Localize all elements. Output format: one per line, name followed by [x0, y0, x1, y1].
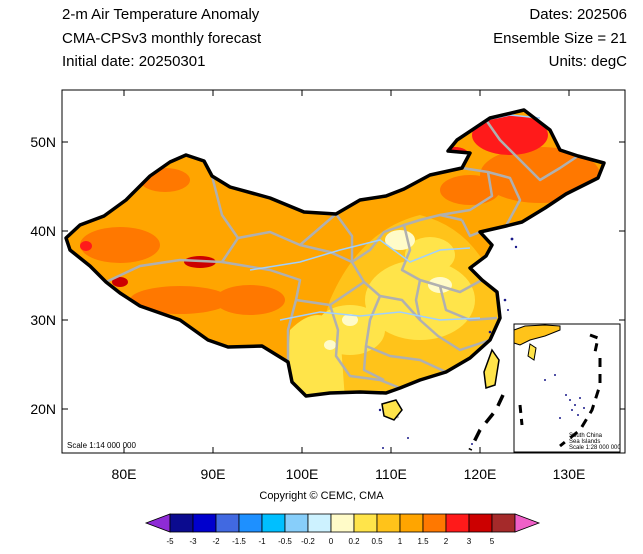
- inset-scale-label: Scale 1:28 000 000: [569, 445, 621, 451]
- lat-label-50n: 50N: [30, 134, 56, 150]
- lon-label-90e: 90E: [201, 466, 226, 482]
- colorbar-box: [422, 513, 447, 533]
- map-frame: [61, 89, 626, 454]
- colorbar-box: [215, 513, 240, 533]
- province-boundaries: [105, 119, 579, 419]
- colorbar-tick-label: 1.5: [417, 537, 429, 546]
- axis-ticks: [62, 90, 625, 453]
- colorbar-box: [192, 513, 217, 533]
- title-line-2: CMA-CPSv3 monthly forecast: [62, 30, 262, 47]
- colorbar-tick-label: -0.5: [278, 537, 292, 546]
- china-border: [64, 108, 606, 398]
- inset-label-line-1: South China: [569, 433, 603, 439]
- dates-label: Dates: 202506: [529, 6, 627, 23]
- colorbar-labels: -5 -3 -2 -1.5 -1 -0.5 -0.2 0 0.2 0.5 1 1.5 2 3 5: [166, 537, 494, 546]
- units-label: Units: degC: [548, 53, 627, 70]
- colorbar-tick-label: 3: [467, 537, 472, 546]
- colorbar-box: [284, 513, 309, 533]
- colorbar-tick-label: -2: [212, 537, 220, 546]
- colorbar-box: [445, 513, 470, 533]
- colorbar-box: [376, 513, 401, 533]
- title-line-1: 2-m Air Temperature Anomaly: [62, 6, 260, 23]
- colorbar-tick-label: 0.5: [371, 537, 383, 546]
- colorbar-box: [468, 513, 493, 533]
- colorbar-box: [307, 513, 332, 533]
- colorbar-box: [399, 513, 424, 533]
- lat-label-20n: 20N: [30, 401, 56, 417]
- lon-label-110e: 110E: [375, 466, 407, 482]
- colorbar-tick-label: -0.2: [301, 537, 315, 546]
- coastal-islands: [378, 237, 518, 449]
- colorbar-tick-label: -1: [258, 537, 266, 546]
- ensemble-size-label: Ensemble Size = 21: [493, 30, 627, 47]
- colorbar-tick-label: 0.2: [348, 537, 360, 546]
- colorbar-box: [353, 513, 378, 533]
- colorbar-tick-label: -5: [166, 537, 174, 546]
- colorbar-tick-label: 2: [444, 537, 449, 546]
- lon-label-100e: 100E: [286, 466, 319, 482]
- colorbar: [144, 513, 541, 533]
- colorbar-tick-label: 0: [329, 537, 334, 546]
- hainan-island: [381, 399, 403, 421]
- lat-label-40n: 40N: [30, 223, 56, 239]
- lat-label-30n: 30N: [30, 312, 56, 328]
- colorbar-box: [238, 513, 263, 533]
- lon-label-130e: 130E: [553, 466, 586, 482]
- south-china-sea-inset: South China Sea Islands Scale 1:28 000 0…: [513, 323, 621, 453]
- colorbar-tick-label: -1.5: [232, 537, 246, 546]
- taiwan-island: [483, 348, 500, 390]
- colorbar-tick-label: 1: [398, 537, 403, 546]
- lon-label-120e: 120E: [464, 466, 497, 482]
- colorbar-box: [169, 513, 194, 533]
- colorbar-tick-label: 5: [490, 537, 495, 546]
- colorbar-arrow-high: [514, 513, 541, 533]
- inset-label-line-2: Sea Islands: [569, 439, 600, 445]
- colorbar-box: [491, 513, 516, 533]
- maritime-boundary-line: [468, 394, 505, 451]
- colorbar-box: [330, 513, 355, 533]
- colorbar-arrow-low: [144, 513, 171, 533]
- title-line-3: Initial date: 20250301: [62, 53, 206, 70]
- lon-label-80e: 80E: [112, 466, 137, 482]
- copyright-notice: Copyright © CEMC, CMA: [259, 490, 384, 502]
- colorbar-box: [261, 513, 286, 533]
- map-scale-label: Scale 1:14 000 000: [67, 441, 136, 450]
- colorbar-tick-label: -3: [189, 537, 197, 546]
